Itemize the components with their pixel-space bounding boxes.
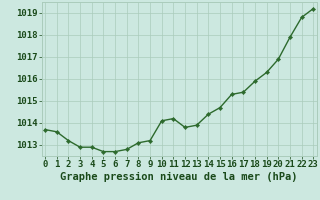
X-axis label: Graphe pression niveau de la mer (hPa): Graphe pression niveau de la mer (hPa) bbox=[60, 172, 298, 182]
